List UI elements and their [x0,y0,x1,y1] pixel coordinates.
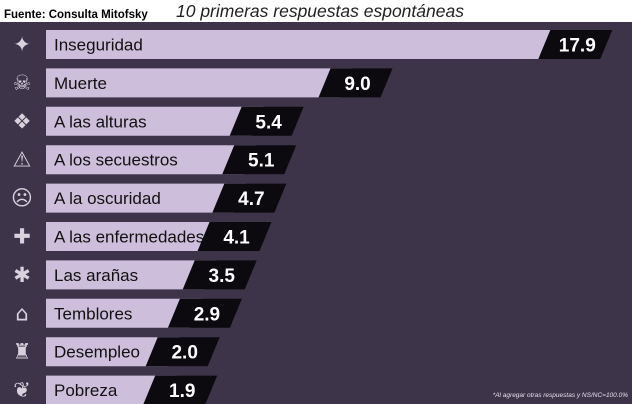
value-box [143,375,218,404]
sad-face-icon: ☹ [11,186,33,210]
bar-value-label: 5.1 [248,151,275,172]
bar-value-label: 2.0 [171,343,197,364]
earthquake-house-icon: ⌂ [15,301,28,325]
bar-label: A las alturas [54,112,147,131]
bar-label: A los secuestros [54,151,178,170]
bar [46,222,232,251]
bar-label: Desempleo [54,343,140,362]
bar [46,375,177,404]
source-label: Fuente: Consulta Mitofsky [4,9,148,21]
bar-value-label: 9.0 [344,74,370,95]
bar [46,106,264,136]
bar-label: Muerte [54,74,107,93]
bar [46,337,180,367]
value-box [229,106,304,136]
bar [46,68,353,98]
value-box [212,183,287,213]
value-box [167,298,242,328]
bar-label: A la oscuridad [54,189,161,208]
unemployment-icon: ♜ [13,340,32,364]
bar [46,30,572,59]
bar [46,298,202,328]
bar-value-label: 17.9 [559,36,596,57]
bar-value-label: 2.9 [194,304,220,325]
value-box [197,222,272,251]
kidnapping-icon: ⚠ [13,148,32,172]
bar-value-label: 1.9 [169,381,195,402]
bar-label: Pobreza [54,381,118,400]
value-box [145,337,220,367]
bar-label: Inseguridad [54,36,143,55]
poverty-plant-icon: ❦ [13,378,31,402]
bar-label: Las arañas [54,266,138,285]
footnote: *Al agregar otras respuestas y NS/NC=100… [492,392,628,399]
bar [46,260,217,290]
bar [46,145,256,175]
bar-label: A las enfermedades [54,228,204,247]
bar [46,183,247,213]
value-box [222,145,297,175]
bar-value-label: 4.7 [238,189,264,210]
grim-reaper-icon: ☠ [13,71,32,95]
bar-value-label: 3.5 [209,266,236,287]
bar-label: Temblores [54,304,132,323]
chart-subtitle: 10 primeras respuestas espontáneas [176,1,464,21]
gun-icon: ✦ [13,33,31,57]
value-box [538,30,613,59]
bar-value-label: 5.4 [255,112,282,133]
value-box [318,68,393,98]
spider-icon: ✱ [13,263,31,287]
value-box [182,260,257,290]
hospital-bed-icon: ✚ [13,225,31,249]
heights-icon: ❖ [13,109,32,133]
bar-value-label: 4.1 [223,228,250,249]
